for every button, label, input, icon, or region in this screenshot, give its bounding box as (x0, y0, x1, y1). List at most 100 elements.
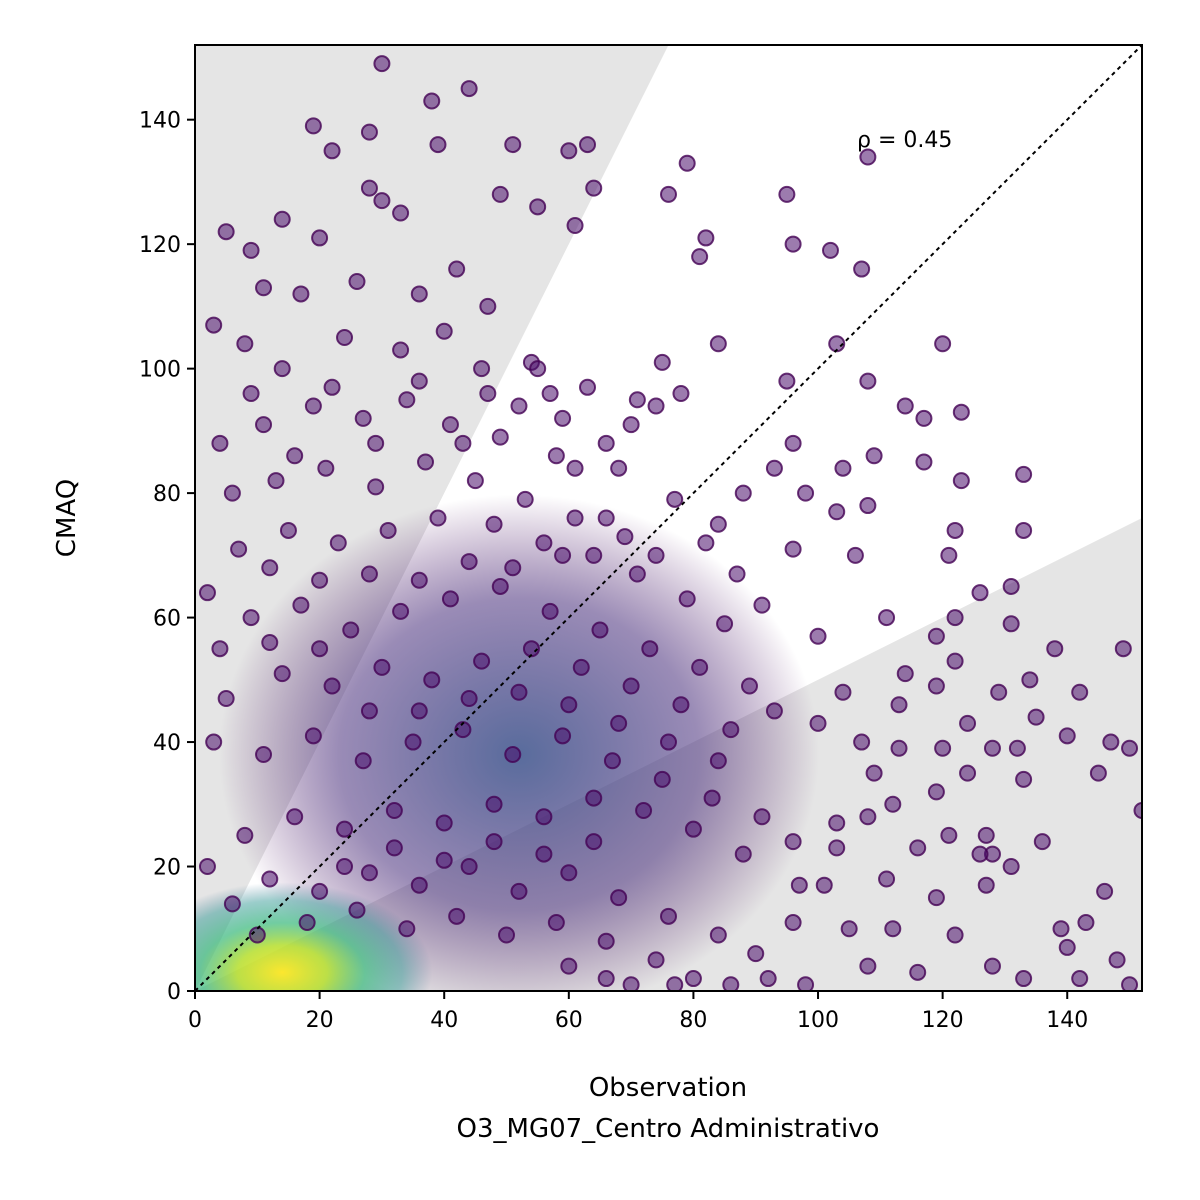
y-tick-label: 100 (139, 358, 181, 383)
data-point (491, 428, 509, 446)
data-point (809, 627, 827, 645)
data-point (946, 609, 964, 627)
data-point (697, 534, 715, 552)
data-point (709, 926, 727, 944)
data-point (703, 789, 721, 807)
data-point (1071, 683, 1089, 701)
data-point (890, 739, 908, 757)
data-point (896, 397, 914, 415)
data-point (360, 702, 378, 720)
data-point (348, 273, 366, 290)
data-point (373, 55, 391, 73)
data-point (940, 546, 958, 564)
data-point (1015, 770, 1033, 788)
data-point (828, 814, 846, 832)
data-point (535, 534, 553, 552)
x-axis-subtitle: O3_MG07_Centro Administrativo (457, 1114, 880, 1144)
data-point (547, 447, 565, 465)
data-point (198, 858, 216, 876)
data-point (859, 808, 877, 826)
data-point (934, 335, 952, 353)
data-point (460, 689, 478, 707)
data-point (261, 870, 279, 888)
data-point (1108, 951, 1126, 969)
data-point (323, 142, 341, 160)
data-point (460, 553, 478, 571)
data-point (336, 820, 354, 838)
data-point (971, 584, 989, 602)
y-axis: 0 20 40 60 80 100 120 140 (139, 109, 195, 1005)
y-tick-label: 40 (153, 731, 181, 756)
data-point (653, 353, 671, 371)
data-point (859, 148, 877, 166)
data-point (971, 845, 989, 863)
data-point (211, 640, 229, 658)
x-axis-title: Observation (589, 1073, 747, 1103)
data-point (498, 926, 516, 944)
data-point (672, 696, 690, 714)
data-point (579, 378, 597, 396)
data-point (809, 714, 827, 732)
data-point (404, 733, 422, 751)
data-point (865, 764, 883, 782)
data-point (834, 459, 852, 477)
data-point (959, 714, 977, 732)
data-point (379, 521, 397, 539)
data-point (585, 833, 603, 851)
data-point (1058, 938, 1076, 956)
data-point (859, 372, 877, 390)
data-point (460, 80, 478, 98)
data-point (535, 808, 553, 826)
data-point (622, 677, 640, 695)
data-point (1114, 640, 1132, 658)
data-point (367, 478, 385, 496)
x-axis: 0 20 40 60 80 100 120 140 (188, 991, 1088, 1033)
data-point (784, 540, 802, 558)
data-point (429, 509, 447, 527)
data-point (684, 820, 702, 838)
data-point (1089, 764, 1107, 782)
data-point (1002, 615, 1020, 633)
data-point (311, 640, 329, 658)
data-point (485, 833, 503, 851)
data-point (915, 453, 933, 471)
data-point (610, 714, 628, 732)
data-point (1071, 970, 1089, 988)
data-point (1121, 976, 1139, 991)
data-point (504, 136, 522, 154)
data-point (360, 179, 378, 197)
data-point (323, 677, 341, 695)
data-point (859, 957, 877, 975)
data-point (1027, 708, 1045, 726)
data-point (1077, 914, 1095, 932)
data-point (666, 490, 684, 508)
data-point (510, 397, 528, 415)
data-point (983, 957, 1001, 975)
data-point (423, 671, 441, 689)
data-point (491, 577, 509, 595)
data-point (560, 957, 578, 975)
data-point (915, 409, 933, 427)
data-point (554, 546, 572, 564)
data-point (392, 204, 410, 222)
data-point (417, 453, 435, 471)
data-point (273, 360, 291, 378)
data-point (709, 752, 727, 770)
data-point (1015, 465, 1033, 483)
data-point (566, 459, 584, 477)
data-point (828, 839, 846, 857)
data-point (360, 864, 378, 882)
data-point (616, 528, 634, 546)
data-point (647, 397, 665, 415)
data-point (554, 727, 572, 745)
data-point (360, 123, 378, 141)
data-point (373, 658, 391, 676)
data-point (566, 509, 584, 527)
data-point (853, 733, 871, 751)
data-point (261, 559, 279, 577)
data-point (672, 385, 690, 403)
data-point (740, 677, 758, 695)
data-point (336, 858, 354, 876)
data-point (410, 571, 428, 589)
data-point (1133, 802, 1142, 820)
